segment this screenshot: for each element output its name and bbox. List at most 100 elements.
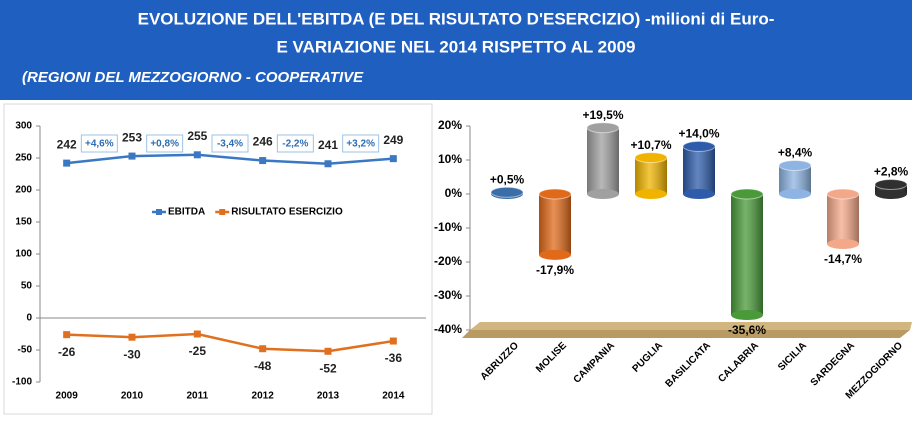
- change-label: -3,4%: [217, 139, 243, 150]
- y-tick-label: -30%: [434, 288, 462, 302]
- y-tick-label: 200: [15, 185, 32, 196]
- y-tick-label: -100: [12, 377, 32, 388]
- x-tick-label: SARDEGNA: [809, 340, 857, 388]
- legend-marker: [156, 209, 162, 215]
- data-label: -48: [254, 359, 272, 373]
- x-tick-label: CAMPANIA: [572, 340, 617, 385]
- y-tick-label: 250: [15, 153, 32, 164]
- data-label: -17,9%: [536, 263, 574, 277]
- bar-cap: [730, 188, 764, 200]
- bar-bottom: [587, 189, 619, 199]
- floor: [462, 330, 910, 338]
- data-label: 255: [187, 129, 207, 143]
- point-marker: [63, 331, 71, 339]
- data-label: +8,4%: [778, 146, 813, 160]
- bar-cap: [490, 186, 524, 198]
- data-label: -35,6%: [728, 323, 766, 337]
- point-marker: [324, 347, 332, 355]
- title-line: E VARIAZIONE NEL 2014 RISPETTO AL 2009: [276, 37, 635, 56]
- bar-bottom: [827, 238, 859, 249]
- left-frame: [3, 103, 433, 415]
- series-line: [66, 332, 394, 353]
- change-box: [342, 134, 380, 153]
- bar-cap: [538, 188, 572, 200]
- bar-shade: [635, 157, 667, 194]
- x-tick-label: BASILICATA: [663, 340, 713, 390]
- x-tick-label: 2013: [317, 391, 340, 402]
- x-tick-label: MOLISE: [534, 340, 569, 375]
- bar-cap: [634, 152, 668, 164]
- point-marker: [389, 155, 397, 163]
- y-tick-label: -10%: [434, 220, 462, 234]
- series-line: [66, 153, 394, 166]
- bar-shade: [731, 194, 763, 316]
- data-label: -26: [58, 345, 76, 359]
- point-marker: [324, 160, 332, 168]
- y-tick-label: -20%: [434, 254, 462, 268]
- data-label: 242: [57, 137, 77, 151]
- bar-shade: [827, 194, 859, 244]
- data-label: -25: [189, 344, 207, 358]
- data-label: -52: [319, 361, 337, 375]
- bar-cap: [586, 122, 620, 134]
- point-marker: [259, 345, 267, 353]
- y-tick-label: 10%: [438, 152, 462, 166]
- y-tick-label: -50: [18, 345, 33, 356]
- data-label: -36: [385, 351, 403, 365]
- point-marker: [193, 151, 201, 159]
- change-label: -2,2%: [282, 139, 308, 150]
- bar-bottom: [731, 310, 763, 321]
- change-box: [80, 134, 118, 153]
- bar-shade: [539, 194, 571, 255]
- data-label: +2,8%: [874, 165, 909, 179]
- point-marker: [63, 159, 71, 167]
- header-band: [0, 0, 912, 100]
- data-label: +0,5%: [490, 172, 525, 186]
- bar-bottom: [875, 189, 907, 199]
- change-box: [211, 134, 249, 153]
- point-marker: [193, 330, 201, 338]
- bar-cap: [874, 178, 908, 190]
- data-label: 249: [383, 133, 403, 147]
- x-tick-label: PUGLIA: [630, 340, 664, 374]
- legend-label: RISULTATO ESERCIZIO: [231, 207, 343, 218]
- bar-bottom: [635, 189, 667, 199]
- point-marker: [128, 333, 136, 341]
- bar-bottom: [683, 189, 715, 199]
- title-line: EVOLUZIONE DELL'EBITDA (E DEL RISULTATO …: [138, 9, 775, 28]
- x-tick-label: ABRUZZO: [479, 340, 521, 382]
- y-tick-label: 0: [26, 313, 32, 324]
- y-tick-label: 0%: [445, 186, 463, 200]
- data-label: -14,7%: [824, 252, 862, 266]
- data-label: 241: [318, 138, 338, 152]
- change-label: +3,2%: [346, 139, 375, 150]
- data-label: 246: [253, 135, 273, 149]
- y-tick-label: -40%: [434, 322, 462, 336]
- data-label: 253: [122, 130, 142, 144]
- bar-bottom: [779, 189, 811, 199]
- bar-cap: [778, 159, 812, 171]
- bar-shade: [587, 127, 619, 194]
- x-tick-label: 2011: [186, 391, 208, 402]
- y-tick-label: 300: [15, 121, 32, 132]
- data-label: +19,5%: [582, 108, 623, 122]
- x-tick-label: SICILIA: [776, 340, 809, 373]
- subtitle: (REGIONI DEL MEZZOGIORNO - COOPERATIVE: [22, 69, 364, 86]
- bar-cap: [682, 140, 716, 152]
- bar-shade: [683, 146, 715, 194]
- point-marker: [389, 337, 397, 345]
- data-label: +14,0%: [678, 127, 719, 141]
- legend-marker: [219, 209, 226, 215]
- change-box: [276, 134, 314, 153]
- x-tick-label: 2010: [121, 391, 144, 402]
- change-label: +4,6%: [85, 139, 114, 150]
- y-tick-label: 20%: [438, 118, 462, 132]
- y-tick-label: 50: [21, 281, 33, 292]
- y-tick-label: 100: [15, 249, 32, 260]
- change-label: +0,8%: [150, 139, 179, 150]
- point-marker: [128, 152, 136, 160]
- x-tick-label: CALABRIA: [716, 340, 761, 385]
- floor-top: [470, 322, 912, 330]
- change-box: [146, 134, 184, 153]
